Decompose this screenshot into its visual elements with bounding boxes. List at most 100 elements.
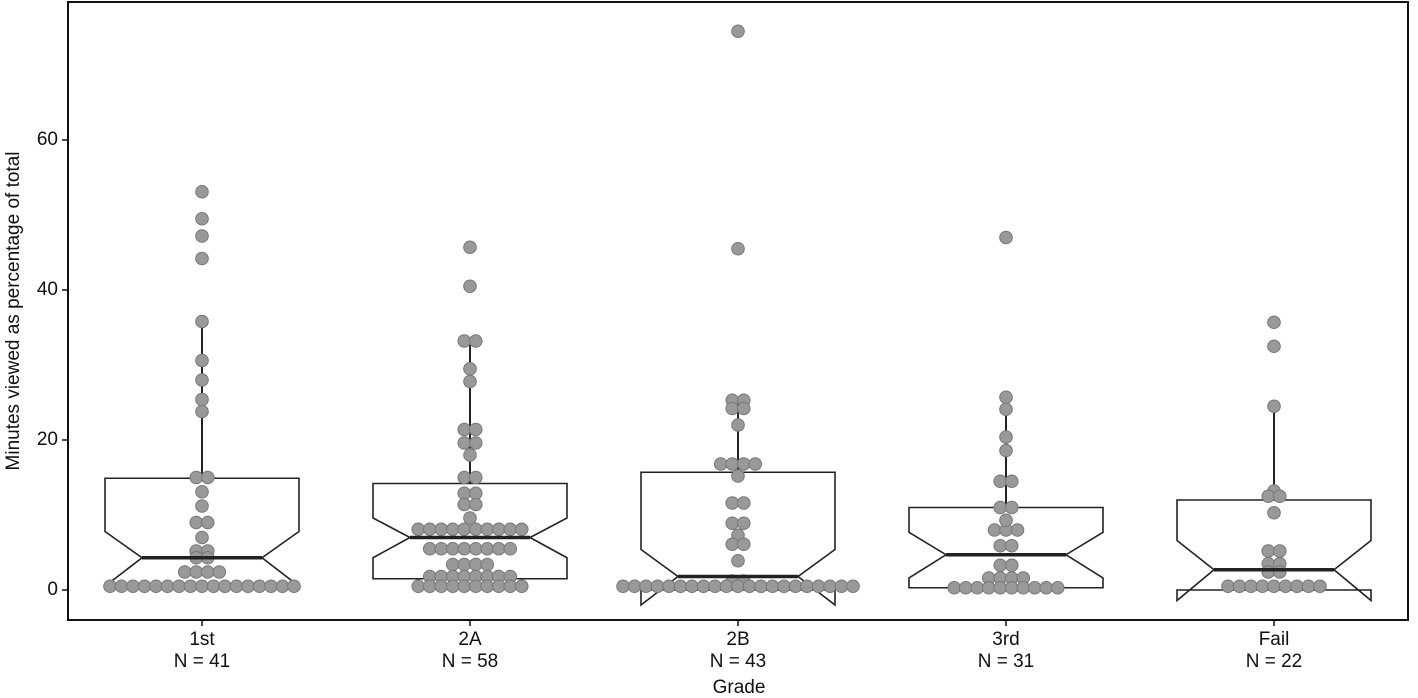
data-point (457, 541, 472, 556)
data-point (987, 523, 1002, 537)
y-tick-label: 20 (37, 429, 58, 450)
data-point (189, 470, 204, 485)
data-point (434, 522, 449, 537)
data-point (468, 334, 483, 348)
x-tick-label: 2A (458, 629, 482, 650)
data-point (491, 541, 506, 556)
data-point (777, 579, 791, 594)
data-point (195, 392, 209, 407)
data-point (1261, 489, 1276, 504)
data-point (1278, 579, 1293, 594)
data-point (725, 401, 740, 416)
y-tick-label: 0 (47, 579, 58, 600)
data-point (463, 511, 477, 525)
data-point (195, 314, 209, 329)
data-point (212, 565, 227, 579)
data-point (463, 448, 477, 462)
data-point (114, 579, 129, 594)
y-tick-label: 40 (37, 279, 58, 300)
data-point (958, 580, 973, 595)
data-point (189, 565, 204, 579)
n-label: N = 31 (978, 651, 1035, 672)
data-point (1004, 474, 1019, 489)
data-point (275, 579, 290, 594)
data-point (719, 579, 734, 594)
data-point (457, 557, 472, 572)
data-point (981, 580, 996, 595)
data-point (195, 484, 209, 499)
data-point (708, 579, 722, 594)
n-label: N = 22 (1246, 651, 1303, 672)
data-point (1004, 580, 1019, 595)
data-point (137, 579, 152, 594)
data-point (264, 579, 278, 594)
data-point (731, 241, 745, 256)
data-point (947, 580, 962, 595)
data-point (1267, 579, 1281, 594)
data-point (1004, 500, 1019, 515)
data-point (742, 579, 757, 594)
data-point (195, 353, 209, 368)
data-point (639, 579, 653, 594)
data-point (457, 522, 472, 537)
data-point (1261, 565, 1276, 579)
data-point (411, 522, 426, 537)
n-label: N = 43 (710, 651, 767, 672)
data-point (765, 579, 780, 594)
data-point (195, 229, 209, 243)
data-point (200, 470, 215, 485)
data-point (503, 522, 518, 537)
data-point (736, 457, 751, 471)
data-point (149, 579, 163, 594)
data-point (673, 579, 688, 594)
x-axis-title: Grade (713, 677, 766, 698)
data-point (1244, 579, 1258, 594)
data-point (999, 443, 1013, 458)
data-point (422, 579, 437, 594)
data-point (463, 240, 477, 255)
data-point (189, 515, 204, 530)
data-point (731, 24, 745, 39)
data-point (434, 541, 449, 556)
data-point (457, 579, 472, 594)
box (1176, 499, 1372, 603)
data-point (811, 579, 826, 594)
data-point (457, 470, 472, 485)
data-point (731, 469, 745, 483)
data-point (468, 422, 483, 437)
data-point (1272, 565, 1287, 579)
data-point (241, 579, 255, 594)
data-point (999, 390, 1013, 405)
data-point (468, 557, 483, 572)
data-point (457, 497, 472, 512)
data-point (445, 579, 460, 594)
data-point (200, 565, 215, 579)
data-point (445, 522, 460, 537)
data-point (999, 430, 1013, 444)
data-point (736, 516, 751, 531)
data-point (713, 457, 728, 471)
data-point (1272, 544, 1287, 558)
data-point (1255, 579, 1270, 594)
y-tick-label: 60 (37, 129, 58, 150)
data-point (1272, 489, 1287, 504)
data-point (1027, 580, 1042, 595)
data-point (1267, 339, 1281, 354)
data-point (468, 470, 483, 485)
data-point (736, 496, 751, 510)
n-label: N = 58 (442, 651, 499, 672)
data-point (445, 541, 460, 556)
data-point (999, 230, 1013, 245)
data-point (463, 374, 477, 389)
data-point (195, 530, 209, 545)
data-point (650, 579, 665, 594)
data-point (823, 579, 837, 594)
data-point (200, 515, 215, 530)
n-label: N = 41 (174, 651, 231, 672)
data-point (846, 579, 860, 594)
data-point (993, 558, 1008, 573)
data-point (468, 436, 483, 450)
data-point (195, 251, 209, 266)
box (372, 482, 568, 580)
